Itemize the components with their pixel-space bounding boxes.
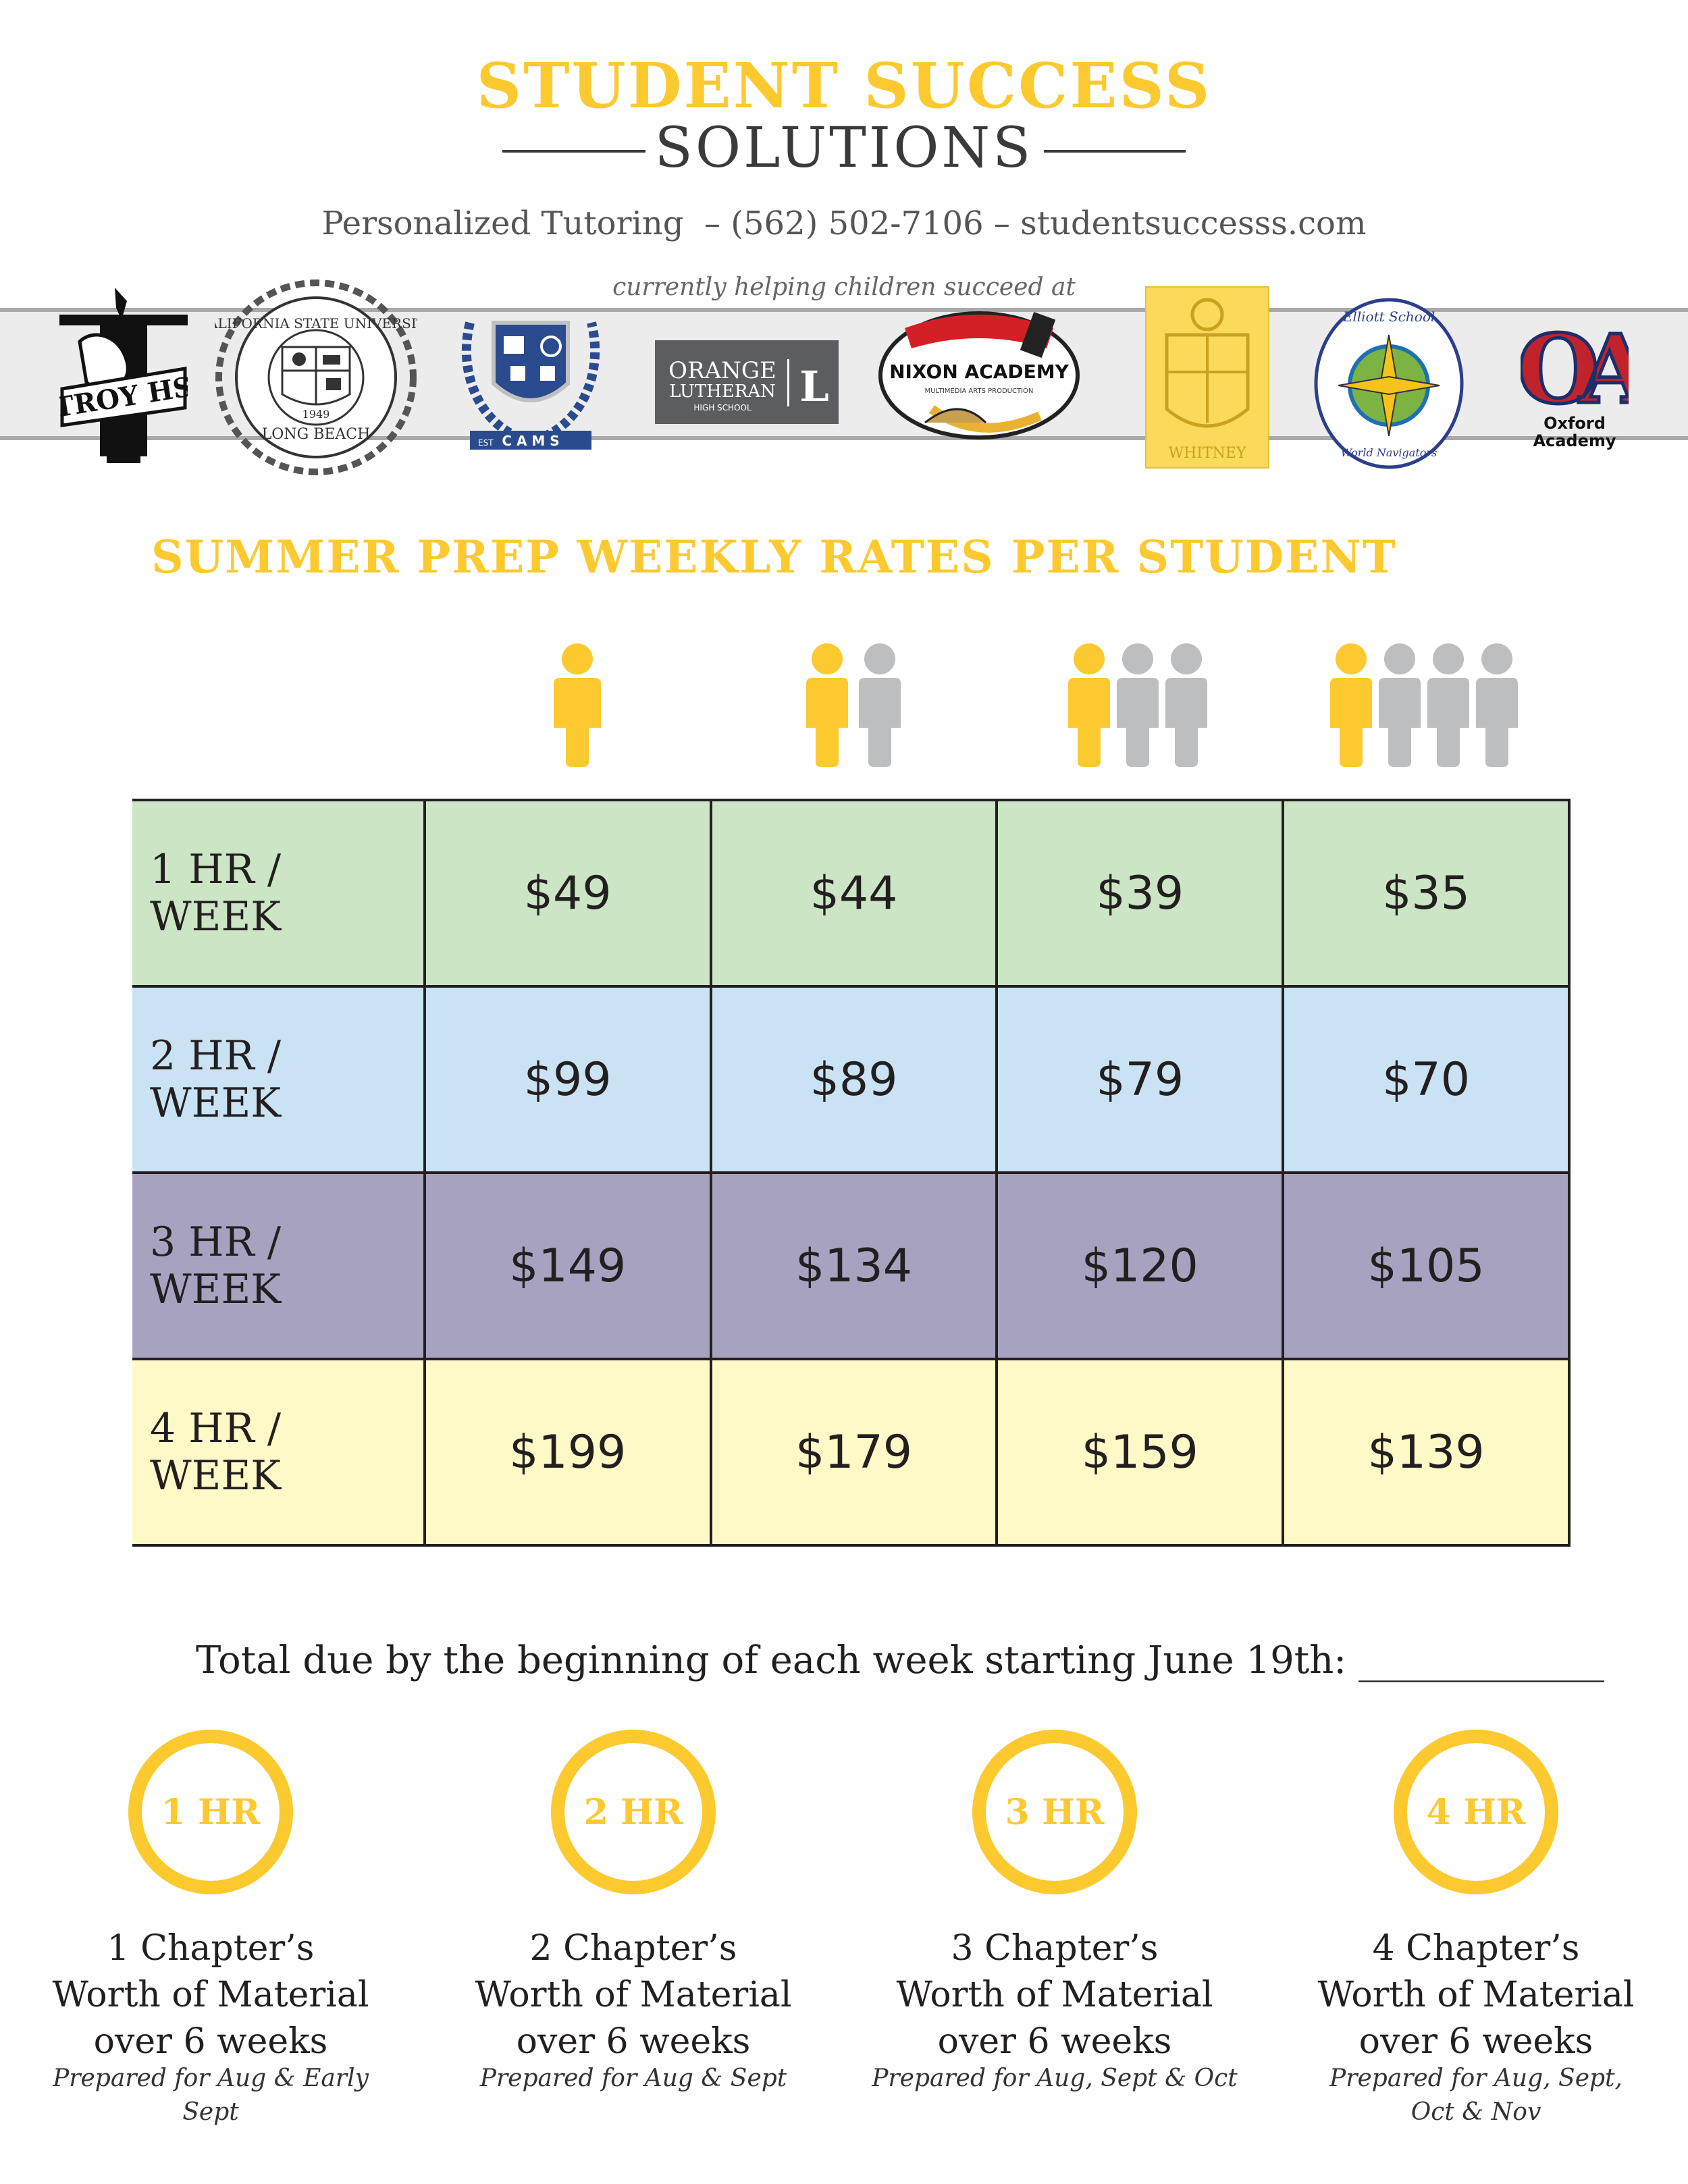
plan-duration: over 6 weeks bbox=[1359, 2021, 1593, 2062]
people-icon-3-students bbox=[1068, 643, 1207, 767]
title-divider-left bbox=[502, 150, 645, 153]
plan-badge-1hr: 1 HR bbox=[128, 1730, 293, 1894]
table-row: 4 HR / WEEK $199 $179 $159 $139 bbox=[132, 1358, 1571, 1547]
people-icon-1-student bbox=[554, 643, 601, 767]
price-cell: $134 bbox=[709, 1171, 999, 1360]
plan-worth: Worth of Material bbox=[52, 1975, 369, 2015]
plan-chapters: 3 Chapter’s bbox=[951, 1928, 1159, 1969]
plan-chapters: 1 Chapter’s bbox=[107, 1928, 315, 1969]
row-label: 3 HR / WEEK bbox=[132, 1171, 426, 1360]
troy-hs-logo: TROY HS bbox=[59, 288, 188, 463]
row-label: 1 HR / WEEK bbox=[132, 799, 426, 988]
plan-duration: over 6 weeks bbox=[93, 2021, 328, 2062]
plan-prepared-for-cont: Oct & Nov bbox=[1410, 2098, 1541, 2126]
title-divider-right bbox=[1044, 150, 1186, 153]
table-row: 2 HR / WEEK $99 $89 $79 $70 bbox=[132, 985, 1571, 1174]
price-cell: $49 bbox=[423, 799, 712, 988]
orange-line1-text: ORANGE bbox=[668, 357, 776, 384]
orange-line2-text: LUTHERAN bbox=[669, 381, 776, 402]
plan-prepared-for: Prepared for Aug, Sept & Oct bbox=[872, 2065, 1238, 2092]
whitney-text: WHITNEY bbox=[1169, 445, 1246, 462]
price-cell: $149 bbox=[423, 1171, 712, 1360]
cams-est-text: EST bbox=[478, 438, 494, 448]
oxford-academy-logo: OA Oxford Academy bbox=[1521, 313, 1629, 450]
plan-badge-2hr: 2 HR bbox=[551, 1730, 716, 1894]
price-cell: $179 bbox=[709, 1358, 999, 1547]
plan-duration: over 6 weeks bbox=[516, 2021, 751, 2062]
elliott-school-logo: Elliott School World Navigators bbox=[1314, 298, 1464, 469]
plan-worth: Worth of Material bbox=[475, 1975, 792, 2015]
total-due-line: Total due by the beginning of each week … bbox=[196, 1639, 1604, 1682]
orange-l-mark: L bbox=[799, 362, 829, 411]
plan-prepared-for: Prepared for Aug & Sept bbox=[479, 2065, 787, 2092]
contact-line: Personalized Tutoring – (562) 502-7106 –… bbox=[321, 205, 1367, 242]
plan-prepared-for: Prepared for Aug & Early Sept bbox=[53, 2065, 369, 2126]
cams-logo: C A M S EST bbox=[461, 321, 600, 450]
csulb-bottom-text: LONG BEACH bbox=[262, 426, 371, 443]
price-cell: $105 bbox=[1282, 1171, 1571, 1360]
csulb-seal-logo: CALIFORNIA STATE UNIVERSITY 1949 LONG BE… bbox=[215, 279, 417, 475]
elliott-bottom-text: World Navigators bbox=[1341, 446, 1437, 459]
brand-subtitle: SOLUTIONS bbox=[654, 116, 1034, 180]
csulb-top-text: CALIFORNIA STATE UNIVERSITY bbox=[215, 315, 417, 331]
price-cell: $139 bbox=[1282, 1358, 1571, 1547]
people-icon-4-students bbox=[1330, 643, 1518, 767]
price-cell: $99 bbox=[423, 985, 712, 1174]
nixon-title-text: NIXON ACADEMY bbox=[889, 361, 1070, 383]
price-cell: $199 bbox=[423, 1358, 712, 1547]
plan-prepared-for: Prepared for Aug, Sept, bbox=[1329, 2065, 1623, 2092]
elliott-top-text: Elliott School bbox=[1342, 309, 1435, 325]
whitney-logo: WHITNEY bbox=[1145, 286, 1269, 469]
plan-duration: over 6 weeks bbox=[937, 2021, 1172, 2062]
plan-badge-4hr: 4 HR bbox=[1394, 1730, 1558, 1894]
plan-badge-3hr: 3 HR bbox=[972, 1730, 1137, 1894]
rates-table: 1 HR / WEEK $49 $44 $39 $35 2 HR / WEEK … bbox=[132, 799, 1571, 1547]
cams-banner-text: C A M S bbox=[502, 433, 559, 449]
table-row: 3 HR / WEEK $149 $134 $120 $105 bbox=[132, 1171, 1571, 1360]
price-cell: $89 bbox=[709, 985, 999, 1174]
csulb-year-text: 1949 bbox=[302, 408, 330, 421]
oxford-name-text: Oxford Academy bbox=[1533, 415, 1616, 450]
orange-line3-text: HIGH SCHOOL bbox=[693, 403, 751, 412]
plan-worth: Worth of Material bbox=[896, 1975, 1213, 2015]
section-title: SUMMER PREP WEEKLY RATES PER STUDENT bbox=[151, 531, 1397, 583]
nixon-academy-logo: NIXON ACADEMY MULTIMEDIA ARTS PRODUCTION bbox=[878, 311, 1080, 440]
orange-lutheran-logo: ORANGE LUTHERAN HIGH SCHOOL L bbox=[655, 340, 839, 424]
plan-worth: Worth of Material bbox=[1317, 1975, 1635, 2015]
price-cell: $159 bbox=[995, 1358, 1285, 1547]
people-icon-2-students bbox=[806, 643, 901, 767]
plan-chapters: 2 Chapter’s bbox=[529, 1928, 737, 1969]
table-row: 1 HR / WEEK $49 $44 $39 $35 bbox=[132, 799, 1571, 988]
oxford-mark-text: OA bbox=[1521, 315, 1629, 425]
nixon-sub-text: MULTIMEDIA ARTS PRODUCTION bbox=[925, 388, 1034, 395]
price-cell: $39 bbox=[995, 799, 1285, 988]
row-label: 4 HR / WEEK bbox=[132, 1358, 426, 1547]
price-cell: $120 bbox=[995, 1171, 1285, 1360]
row-label: 2 HR / WEEK bbox=[132, 985, 426, 1174]
price-cell: $79 bbox=[995, 985, 1285, 1174]
price-cell: $70 bbox=[1282, 985, 1571, 1174]
price-cell: $44 bbox=[709, 799, 999, 988]
plan-chapters: 4 Chapter’s bbox=[1372, 1928, 1580, 1969]
helping-caption: currently helping children succeed at bbox=[612, 273, 1076, 301]
brand-title: STUDENT SUCCESS bbox=[476, 49, 1212, 122]
price-cell: $35 bbox=[1282, 799, 1571, 988]
